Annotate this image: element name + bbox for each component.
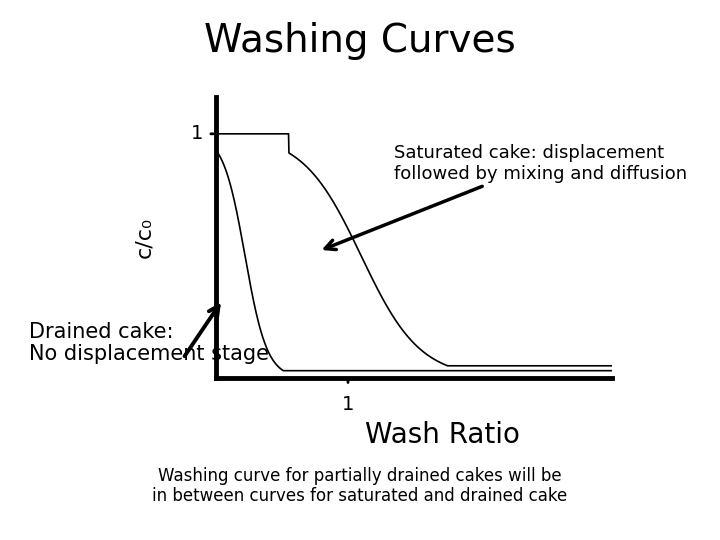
Text: 1: 1 bbox=[190, 124, 203, 143]
Text: 1: 1 bbox=[342, 395, 354, 414]
Text: Wash Ratio: Wash Ratio bbox=[365, 421, 521, 449]
Text: No displacement stage: No displacement stage bbox=[29, 343, 269, 364]
Text: c/c₀: c/c₀ bbox=[134, 217, 154, 258]
Text: Washing curve for partially drained cakes will be
in between curves for saturate: Washing curve for partially drained cake… bbox=[153, 467, 567, 505]
Text: Drained cake:: Drained cake: bbox=[29, 322, 174, 342]
Text: Washing Curves: Washing Curves bbox=[204, 22, 516, 59]
Text: Saturated cake: displacement
followed by mixing and diffusion: Saturated cake: displacement followed by… bbox=[325, 144, 688, 249]
